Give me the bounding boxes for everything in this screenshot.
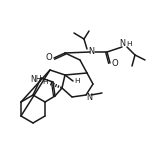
Text: H: H [42,79,48,85]
Text: H: H [126,41,132,47]
Text: N: N [86,93,92,102]
Text: O: O [112,59,118,68]
Text: N: N [88,46,94,56]
Text: H: H [74,78,80,84]
Text: O: O [46,54,52,63]
Text: N: N [119,39,125,49]
Text: NH: NH [30,76,42,85]
